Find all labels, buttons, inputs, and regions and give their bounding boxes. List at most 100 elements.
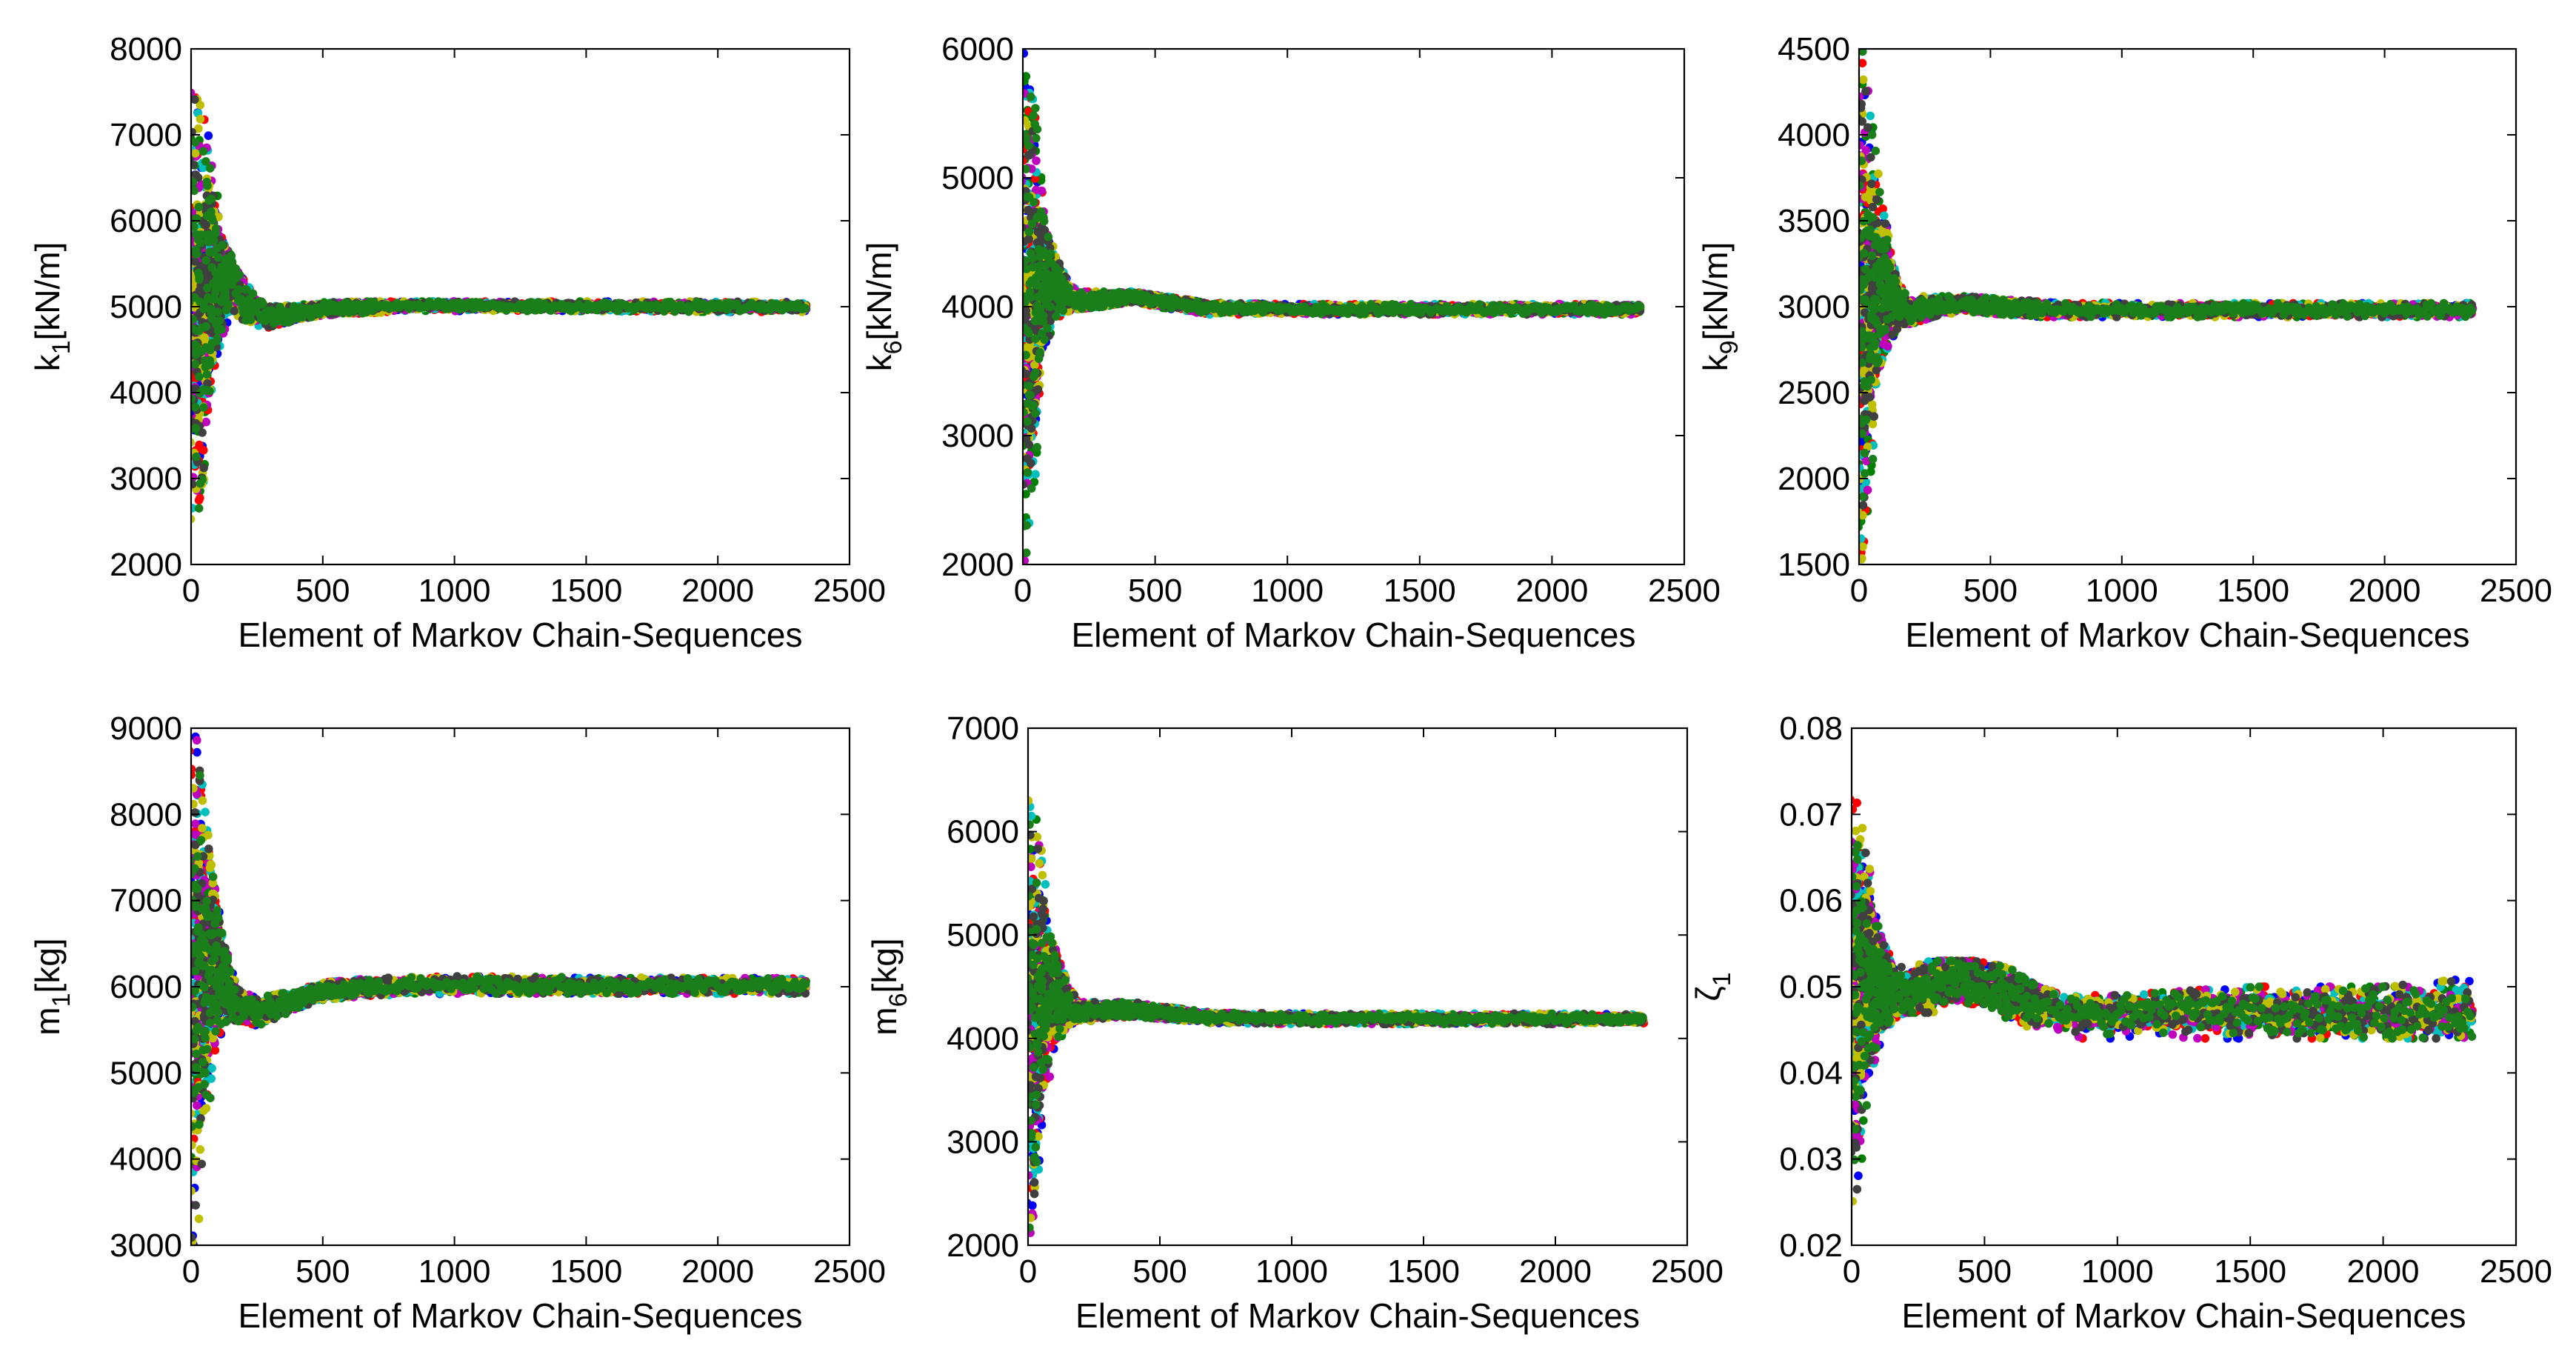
data-point (201, 221, 211, 230)
series-5 (191, 88, 811, 495)
data-point (191, 186, 198, 196)
data-point (191, 359, 200, 369)
data-point (242, 285, 251, 294)
data-point (207, 194, 216, 204)
data-point (201, 321, 211, 331)
data-point (227, 257, 237, 267)
data-point (198, 475, 207, 484)
data-point (200, 304, 210, 313)
data-point (203, 379, 212, 388)
data-point (205, 356, 215, 365)
data-point (211, 224, 221, 233)
y-tick-label: 8000 (110, 31, 182, 67)
data-points (1023, 49, 1645, 564)
data-point (224, 300, 233, 309)
data-point (199, 446, 208, 455)
data-point (211, 288, 220, 298)
y-tick-label: 6000 (110, 203, 182, 239)
x-tick-label: 0 (182, 573, 200, 609)
data-point (523, 307, 532, 316)
data-point (801, 304, 810, 313)
data-point (194, 504, 204, 513)
x-tick-label: 1500 (550, 573, 622, 609)
data-point (191, 315, 198, 324)
y-tick-label: 5000 (110, 289, 182, 325)
series-7 (191, 95, 810, 489)
data-point (191, 149, 200, 158)
data-point (191, 178, 198, 187)
data-point (1023, 49, 1029, 58)
data-point (191, 160, 198, 170)
y-tick-label: 3000 (110, 461, 182, 497)
series-1 (1023, 49, 1644, 424)
data-point (218, 241, 227, 250)
data-point (199, 403, 208, 412)
data-point (194, 202, 204, 212)
chart-panel-top-middle: 0 500 1000 1500 2000 250020003000400050006000… (860, 31, 1721, 654)
data-point (191, 245, 201, 255)
data-point (217, 325, 227, 334)
data-point (203, 181, 212, 190)
data-point (202, 370, 212, 379)
data-point (191, 473, 198, 482)
data-point (206, 345, 215, 355)
x-tick-label: 2000 (681, 573, 754, 609)
y-tick-label: 7000 (110, 117, 182, 153)
data-point (193, 214, 201, 223)
data-point (198, 428, 207, 437)
data-point (196, 493, 204, 503)
data-point (246, 316, 256, 324)
y-tick-label: 4000 (110, 375, 182, 411)
data-point (191, 222, 198, 231)
data-point (201, 256, 210, 265)
x-axis-label: Element of Markov Chain-Sequences (238, 616, 803, 654)
data-point (191, 438, 195, 447)
data-point (195, 275, 204, 284)
data-point (213, 307, 223, 317)
data-point (191, 394, 196, 404)
data-point (208, 216, 217, 225)
data-point (201, 417, 211, 427)
data-point (258, 299, 267, 309)
data-point (207, 207, 216, 216)
data-point (198, 147, 208, 156)
data-point (212, 336, 221, 346)
data-point (201, 157, 210, 166)
x-tick-label: 2500 (813, 573, 886, 609)
data-point (191, 402, 200, 412)
data-point (209, 295, 218, 304)
data-point (205, 247, 214, 257)
data-points (191, 88, 811, 524)
x-tick-label: 1000 (418, 573, 491, 609)
data-point (203, 284, 212, 293)
data-point (191, 479, 197, 489)
data-point (191, 424, 201, 433)
data-point (195, 372, 204, 382)
data-point (234, 285, 244, 294)
series-1 (191, 108, 810, 464)
chart-panel-top-left: 0 500 1000 1500 2000 2500 2000 3000 4000 5000 6000… (28, 31, 886, 654)
data-point (200, 336, 210, 345)
data-point (196, 239, 205, 247)
data-point (192, 452, 201, 462)
data-point (214, 253, 223, 262)
data-point (204, 131, 213, 140)
data-point (199, 463, 208, 473)
data-point (235, 270, 244, 279)
y-tick-label: 2000 (110, 547, 182, 583)
data-point (191, 514, 196, 524)
data-point (191, 257, 199, 266)
data-point (248, 289, 258, 299)
data-point (230, 307, 239, 316)
data-point (194, 124, 203, 133)
series-8 (191, 138, 810, 513)
x-tick-label: 500 (296, 573, 350, 609)
data-point (202, 386, 212, 395)
data-point (196, 115, 205, 124)
data-point (205, 164, 215, 173)
data-point (215, 316, 224, 325)
data-point (196, 101, 205, 110)
data-point (191, 95, 199, 104)
y-axis-label: k1[kN/m] (28, 242, 76, 372)
